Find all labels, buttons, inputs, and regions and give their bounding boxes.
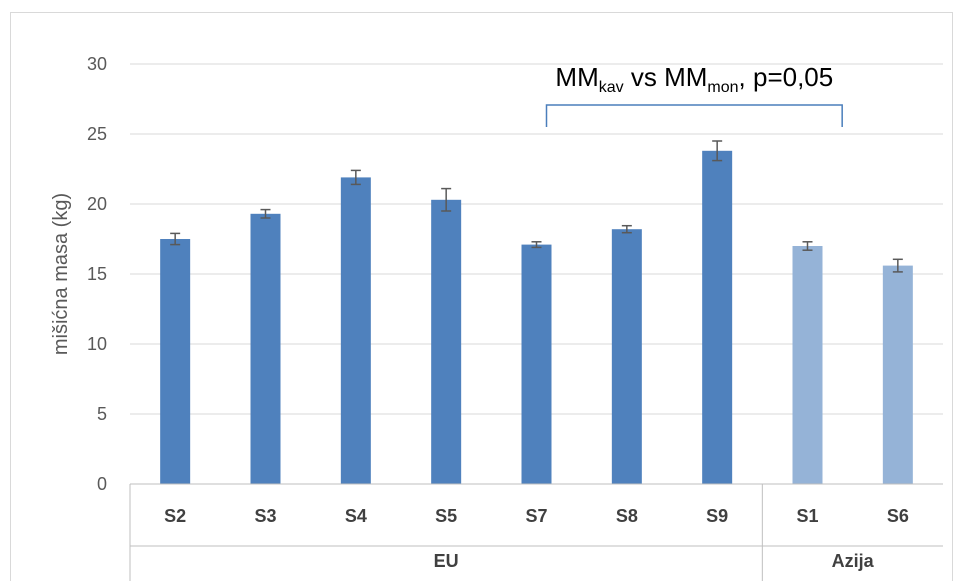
y-axis-ticks: 0 5 10 15 20 25 30 — [87, 54, 107, 494]
x-tick-label-S9: S9 — [706, 506, 728, 526]
y-tick-label-15: 15 — [87, 264, 107, 284]
bar-S2 — [160, 239, 191, 484]
group-label-EU: EU — [434, 551, 459, 571]
annotation-sub-kav: kav — [599, 79, 624, 96]
bar-S9 — [702, 150, 733, 485]
x-tick-label-S6: S6 — [887, 506, 909, 526]
x-tick-label-S7: S7 — [525, 506, 547, 526]
y-axis-label: mišićna masa (kg) — [50, 193, 72, 355]
bar-S3 — [250, 213, 281, 485]
significance-label: MMkav vs MMmon, p=0,05 — [555, 62, 833, 96]
significance-bracket — [545, 104, 843, 127]
y-tick-label-5: 5 — [97, 404, 107, 424]
y-tick-label-10: 10 — [87, 334, 107, 354]
annotation-p-value: , p=0,05 — [739, 62, 834, 92]
y-tick-label-30: 30 — [87, 54, 107, 74]
group-label-Azija: Azija — [832, 551, 875, 571]
y-tick-label-0: 0 — [97, 474, 107, 494]
x-axis: S2 S3 S4 S5 S7 S8 S9 S1 S6 EU Azija — [129, 483, 943, 581]
bars — [160, 150, 913, 485]
bar-S4 — [340, 177, 371, 484]
significance-annotation: MMkav vs MMmon, p=0,05 — [545, 62, 843, 127]
x-tick-label-S8: S8 — [616, 506, 638, 526]
bar-S7 — [521, 244, 552, 484]
annotation-mm1: MM — [555, 62, 598, 92]
y-tick-label-25: 25 — [87, 124, 107, 144]
x-tick-label-S4: S4 — [345, 506, 367, 526]
bar-S1 — [792, 246, 823, 484]
x-tick-label-S2: S2 — [164, 506, 186, 526]
error-bars — [170, 140, 903, 273]
bar-S5 — [431, 199, 462, 485]
bar-S6 — [882, 265, 913, 484]
y-tick-label-20: 20 — [87, 194, 107, 214]
bar-S8 — [611, 229, 642, 484]
x-tick-label-S3: S3 — [254, 506, 276, 526]
x-tick-label-S1: S1 — [796, 506, 818, 526]
annotation-vs-mm: vs MM — [624, 62, 708, 92]
chart-frame — [10, 12, 953, 581]
x-tick-label-S5: S5 — [435, 506, 457, 526]
annotation-sub-mon: mon — [707, 79, 738, 96]
